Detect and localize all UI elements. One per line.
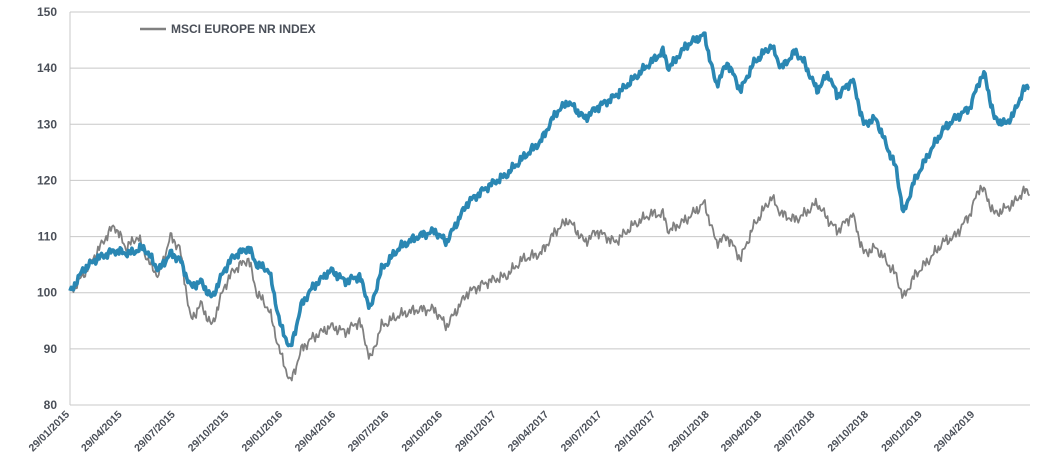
y-tick-label: 140 bbox=[37, 61, 57, 75]
x-tick-label: 29/07/2015 bbox=[132, 409, 178, 455]
x-tick-label: 29/10/2016 bbox=[399, 409, 445, 455]
x-tick-label: 29/01/2016 bbox=[239, 409, 285, 455]
x-tick-label: 29/07/2018 bbox=[772, 409, 818, 455]
msci-europe-series-line bbox=[69, 184, 1031, 382]
series-lines bbox=[68, 31, 1031, 382]
x-tick-label: 29/10/2018 bbox=[825, 409, 871, 455]
x-tick-label: 29/07/2017 bbox=[559, 409, 605, 455]
gridlines bbox=[69, 11, 1030, 406]
x-tick-label: 29/10/2017 bbox=[612, 409, 658, 455]
y-tick-label: 130 bbox=[37, 117, 57, 131]
legend-label: MSCI EUROPE NR INDEX bbox=[171, 22, 316, 36]
x-tick-label: 29/01/2015 bbox=[26, 409, 72, 455]
x-tick-label: 29/01/2018 bbox=[666, 409, 712, 455]
x-tick-label: 29/04/2016 bbox=[293, 409, 339, 455]
y-tick-label: 90 bbox=[44, 342, 58, 356]
x-tick-label: 29/10/2015 bbox=[186, 409, 232, 455]
y-tick-label: 120 bbox=[37, 173, 57, 187]
x-tick-label: 29/04/2017 bbox=[506, 409, 552, 455]
x-tick-label: 29/01/2017 bbox=[453, 409, 499, 455]
x-tick-label: 29/04/2018 bbox=[719, 409, 765, 455]
x-tick-label: 29/07/2016 bbox=[346, 409, 392, 455]
x-tick-label: 29/04/2015 bbox=[79, 409, 125, 455]
y-tick-label: 100 bbox=[37, 286, 57, 300]
y-tick-label: 150 bbox=[37, 5, 57, 19]
fund-series-line bbox=[68, 31, 1030, 348]
y-tick-label: 80 bbox=[44, 398, 58, 412]
legend: MSCI EUROPE NR INDEX bbox=[140, 22, 316, 36]
y-axis-ticks: 80 90 100 110 120 130 140 150 bbox=[37, 5, 57, 412]
y-tick-label: 110 bbox=[38, 230, 58, 244]
x-tick-label: 29/04/2019 bbox=[932, 409, 978, 455]
x-tick-label: 29/01/2019 bbox=[879, 409, 925, 455]
x-axis-ticks: 29/01/2015 29/04/2015 29/07/2015 29/10/2015… bbox=[26, 409, 977, 455]
